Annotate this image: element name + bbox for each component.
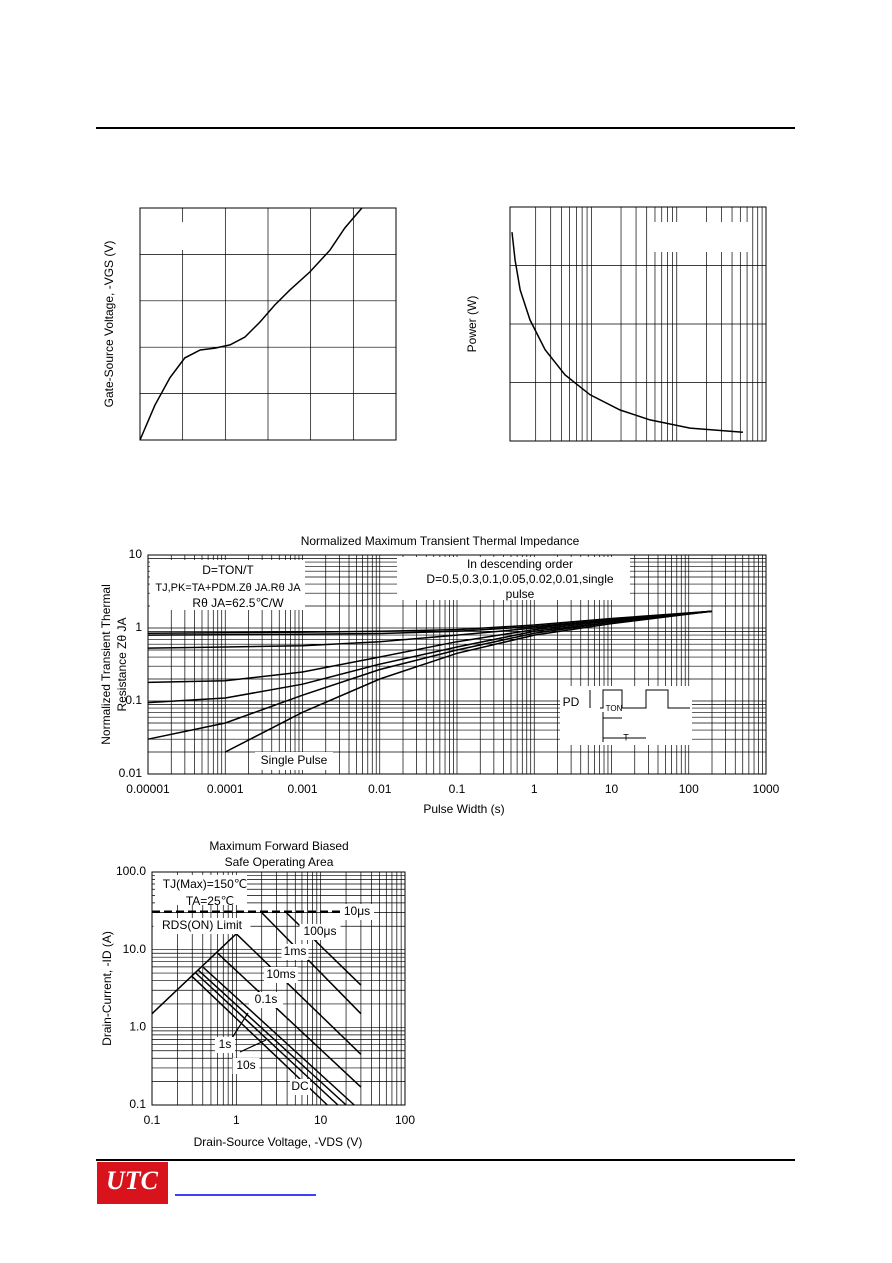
y-tick-label: 10: [129, 547, 143, 561]
chart-title: Maximum Forward Biased: [209, 839, 348, 853]
x-tick-label: 1000: [753, 782, 780, 796]
label-arrows: [231, 1012, 267, 1053]
data-line: [202, 966, 355, 1106]
logo: UTC: [106, 1166, 159, 1195]
x-tick-label: 0.01: [368, 782, 392, 796]
series-label-bg: [153, 918, 251, 934]
annotation: TJ(Max)=150℃: [163, 877, 248, 891]
y-axis-label: Gate-Source Voltage, -VGS (V): [102, 241, 116, 408]
annotation-box: [150, 560, 305, 610]
x-axis-label: Pulse Width (s): [423, 802, 504, 816]
data-line: [235, 933, 362, 1055]
legend-box: [152, 222, 212, 250]
series-label: 1s: [219, 1037, 232, 1051]
y-tick-label: 1.0: [129, 1020, 146, 1034]
series-label: RDS(ON) Limit: [162, 918, 243, 932]
chart-title: Safe Operating Area: [225, 855, 334, 869]
x-tick-label: 1: [531, 782, 538, 796]
annotation: PD: [563, 695, 580, 709]
data-line: [147, 610, 713, 649]
y-tick-label: 1: [135, 620, 142, 634]
series-label-bg: [340, 904, 374, 920]
y-tick-label: 100.0: [116, 864, 146, 878]
chart-title: Normalized Maximum Transient Thermal Imp…: [301, 534, 580, 548]
y-tick-label: 10.0: [123, 942, 147, 956]
x-tick-label: 0.1: [449, 782, 466, 796]
pulse-diagram: [589, 689, 690, 742]
x-tick-label: 0.1: [144, 1113, 161, 1127]
series-label-bg: [299, 924, 341, 940]
annotation: TA=25℃: [186, 894, 234, 908]
data-line: [261, 912, 362, 1015]
series-label: 0.1s: [255, 992, 278, 1006]
x-tick-label: 10: [314, 1113, 328, 1127]
legend-box: [652, 222, 750, 252]
x-tick-label: 0.0001: [207, 782, 244, 796]
annotation-box: [560, 686, 692, 745]
plot-frame: [147, 554, 767, 775]
data-line: [139, 207, 363, 441]
plot-frame: [509, 206, 767, 442]
plot-frame: [151, 871, 406, 1106]
x-tick-label: 0.001: [287, 782, 317, 796]
data-line: [147, 610, 713, 634]
series-label-bg: [290, 1079, 310, 1095]
data-line: [511, 232, 744, 433]
series-label-bg: [264, 967, 298, 983]
series-label: DC: [291, 1079, 309, 1093]
y-axis-label: Normalized Transient Thermal: [99, 584, 113, 745]
x-tick-label: 1: [233, 1113, 240, 1127]
series-label-bg: [281, 944, 309, 960]
y-tick-label: 0.1: [125, 693, 142, 707]
x-axis-label: Drain-Source Voltage, -VDS (V): [194, 1135, 363, 1149]
annotation: Rθ JA=62.5℃/W: [192, 596, 284, 610]
annotation: TON: [606, 704, 623, 713]
series-label: 10s: [236, 1058, 255, 1072]
plot-frame: [139, 207, 397, 441]
series-label-bg: [249, 992, 283, 1008]
x-tick-label: 10: [605, 782, 619, 796]
annotation-box: [255, 752, 333, 770]
annotation: T: [623, 732, 629, 742]
data-line: [147, 610, 713, 684]
annotation: Single Pulse: [261, 753, 328, 767]
data-line: [147, 610, 713, 740]
series-label-bg: [215, 1037, 235, 1053]
annotation: TJ,PK=TA+PDM.Zθ JA.Rθ JA: [155, 582, 301, 594]
y-axis-label: Power (W): [465, 296, 479, 353]
annotation: pulse: [506, 587, 535, 601]
data-line: [284, 910, 362, 986]
logo-box: [97, 1162, 168, 1204]
y-axis-label: Resistance Zθ JA: [115, 617, 129, 711]
annotation-box: [397, 557, 630, 600]
y-tick-label: 0.1: [129, 1097, 146, 1111]
annotation: D=0.5,0.3,0.1,0.05,0.02,0.01,single: [426, 572, 613, 586]
x-tick-label: 0.00001: [126, 782, 170, 796]
annotation-box: [155, 875, 247, 905]
annotation: In descending order: [467, 557, 573, 571]
y-axis-label: Drain-Current, -ID (A): [100, 931, 114, 1046]
series-label-bg: [232, 1058, 260, 1074]
data-line: [151, 933, 237, 1015]
y-tick-label: 0.01: [119, 766, 143, 780]
series-label: 100μs: [304, 924, 337, 938]
annotation: D=TON/T: [202, 563, 254, 577]
data-line: [224, 610, 713, 753]
series-label: 1ms: [284, 944, 307, 958]
x-tick-label: 100: [395, 1113, 415, 1127]
x-tick-label: 100: [679, 782, 699, 796]
series-label: 10μs: [344, 904, 370, 918]
data-line: [217, 952, 362, 1088]
data-line: [197, 969, 347, 1106]
series-label: 10ms: [266, 967, 295, 981]
data-line: [195, 972, 339, 1106]
